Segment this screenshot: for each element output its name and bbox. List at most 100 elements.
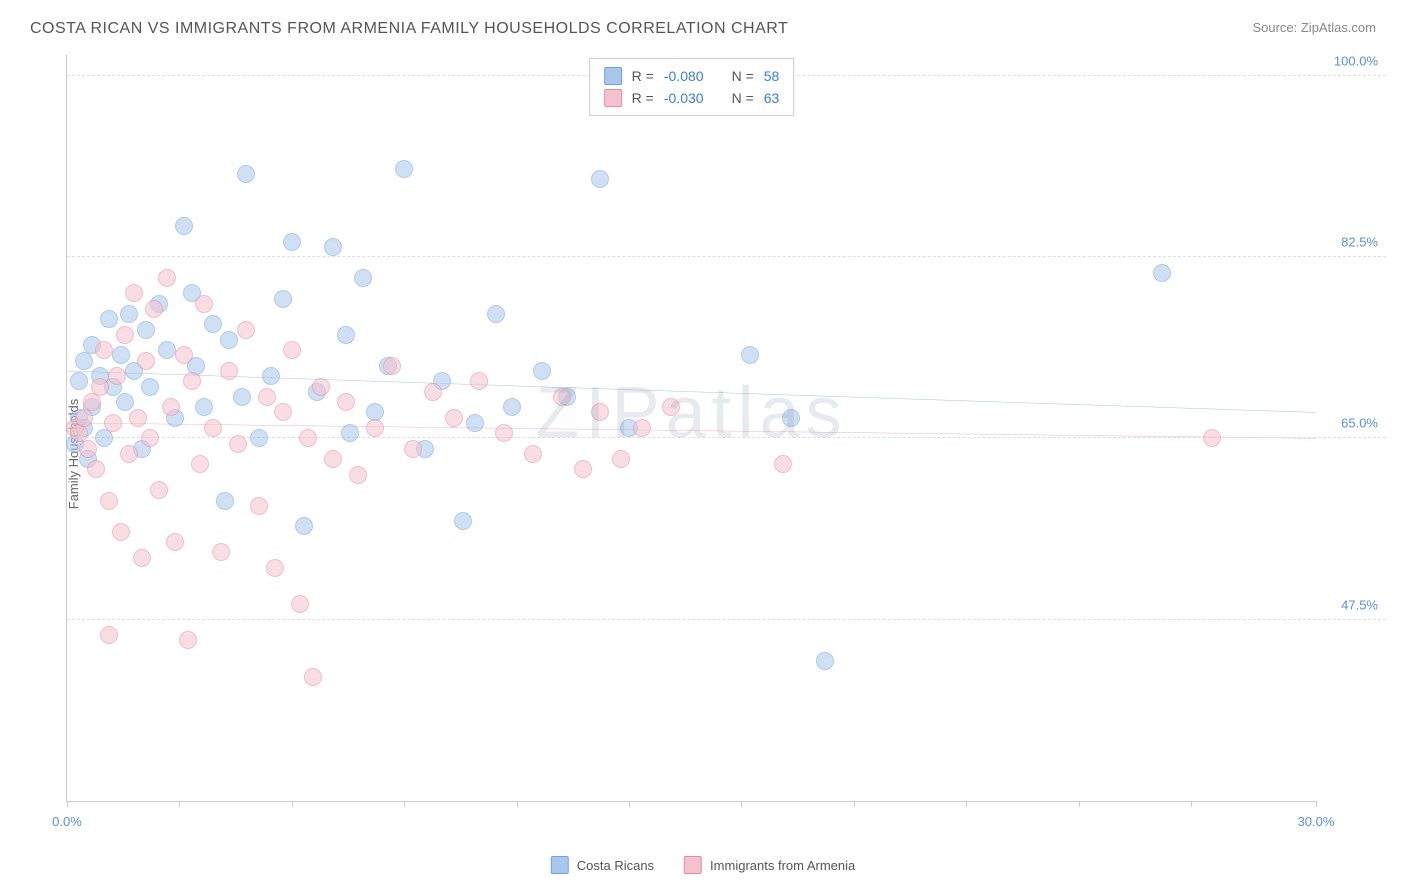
n-value: 63 — [764, 90, 780, 106]
source-attribution: Source: ZipAtlas.com — [1252, 20, 1376, 35]
data-point — [816, 652, 834, 670]
data-point — [774, 455, 792, 473]
data-point — [79, 440, 97, 458]
data-point — [782, 409, 800, 427]
chart-title: COSTA RICAN VS IMMIGRANTS FROM ARMENIA F… — [30, 20, 788, 38]
watermark: ZIPatlas — [535, 372, 847, 454]
x-tick — [517, 801, 518, 807]
source-name: ZipAtlas.com — [1301, 20, 1376, 35]
legend-swatch — [604, 67, 622, 85]
data-point — [87, 460, 105, 478]
data-point — [125, 284, 143, 302]
data-point — [487, 305, 505, 323]
x-tick — [966, 801, 967, 807]
data-point — [633, 419, 651, 437]
data-point — [466, 414, 484, 432]
data-point — [349, 466, 367, 484]
data-point — [266, 559, 284, 577]
data-point — [100, 492, 118, 510]
data-point — [524, 445, 542, 463]
data-point — [591, 403, 609, 421]
r-value: -0.080 — [664, 68, 704, 84]
data-point — [83, 393, 101, 411]
data-point — [424, 383, 442, 401]
data-point — [91, 378, 109, 396]
n-label: N = — [732, 68, 754, 84]
data-point — [237, 321, 255, 339]
data-point — [612, 450, 630, 468]
data-point — [324, 450, 342, 468]
data-point — [158, 341, 176, 359]
data-point — [258, 388, 276, 406]
data-point — [216, 492, 234, 510]
data-point — [274, 290, 292, 308]
data-point — [324, 238, 342, 256]
source-prefix: Source: — [1252, 20, 1300, 35]
trend-line — [67, 371, 1316, 412]
data-point — [574, 460, 592, 478]
data-point — [1203, 429, 1221, 447]
r-label: R = — [632, 90, 654, 106]
data-point — [366, 419, 384, 437]
legend-swatch — [684, 856, 702, 874]
x-tick-label: 30.0% — [1298, 814, 1335, 829]
stats-row: R =-0.030N =63 — [604, 87, 780, 109]
data-point — [533, 362, 551, 380]
y-tick-label: 47.5% — [1341, 597, 1378, 612]
data-point — [283, 233, 301, 251]
x-tick — [1079, 801, 1080, 807]
data-point — [283, 341, 301, 359]
series-legend: Costa RicansImmigrants from Armenia — [551, 856, 856, 874]
legend-swatch — [604, 89, 622, 107]
data-point — [112, 346, 130, 364]
data-point — [191, 455, 209, 473]
n-label: N = — [732, 90, 754, 106]
data-point — [75, 352, 93, 370]
r-label: R = — [632, 68, 654, 84]
data-point — [162, 398, 180, 416]
x-tick — [1316, 801, 1317, 807]
data-point — [112, 523, 130, 541]
x-tick — [741, 801, 742, 807]
data-point — [108, 367, 126, 385]
data-point — [212, 543, 230, 561]
data-point — [237, 165, 255, 183]
x-tick — [629, 801, 630, 807]
data-point — [204, 315, 222, 333]
data-point — [299, 429, 317, 447]
data-point — [70, 372, 88, 390]
data-point — [220, 362, 238, 380]
data-point — [495, 424, 513, 442]
data-point — [183, 372, 201, 390]
data-point — [470, 372, 488, 390]
data-point — [195, 398, 213, 416]
y-tick-label: 100.0% — [1334, 53, 1378, 68]
data-point — [104, 414, 122, 432]
x-tick-label: 0.0% — [52, 814, 82, 829]
data-point — [454, 512, 472, 530]
data-point — [250, 429, 268, 447]
data-point — [383, 357, 401, 375]
data-point — [274, 403, 292, 421]
data-point — [341, 424, 359, 442]
data-point — [262, 367, 280, 385]
data-point — [354, 269, 372, 287]
data-point — [116, 393, 134, 411]
x-tick — [854, 801, 855, 807]
legend-label: Costa Ricans — [577, 858, 654, 873]
data-point — [1153, 264, 1171, 282]
data-point — [175, 346, 193, 364]
y-tick-label: 65.0% — [1341, 416, 1378, 431]
data-point — [120, 445, 138, 463]
data-point — [250, 497, 268, 515]
data-point — [229, 435, 247, 453]
data-point — [158, 269, 176, 287]
data-point — [100, 626, 118, 644]
gridline — [67, 619, 1386, 620]
data-point — [337, 393, 355, 411]
data-point — [204, 419, 222, 437]
data-point — [591, 170, 609, 188]
data-point — [337, 326, 355, 344]
data-point — [166, 533, 184, 551]
y-tick-label: 82.5% — [1341, 235, 1378, 250]
